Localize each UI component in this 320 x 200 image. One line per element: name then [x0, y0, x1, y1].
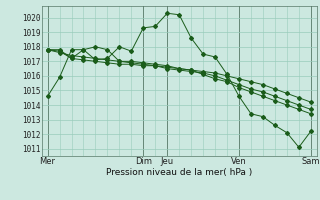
X-axis label: Pression niveau de la mer( hPa ): Pression niveau de la mer( hPa ): [106, 168, 252, 177]
